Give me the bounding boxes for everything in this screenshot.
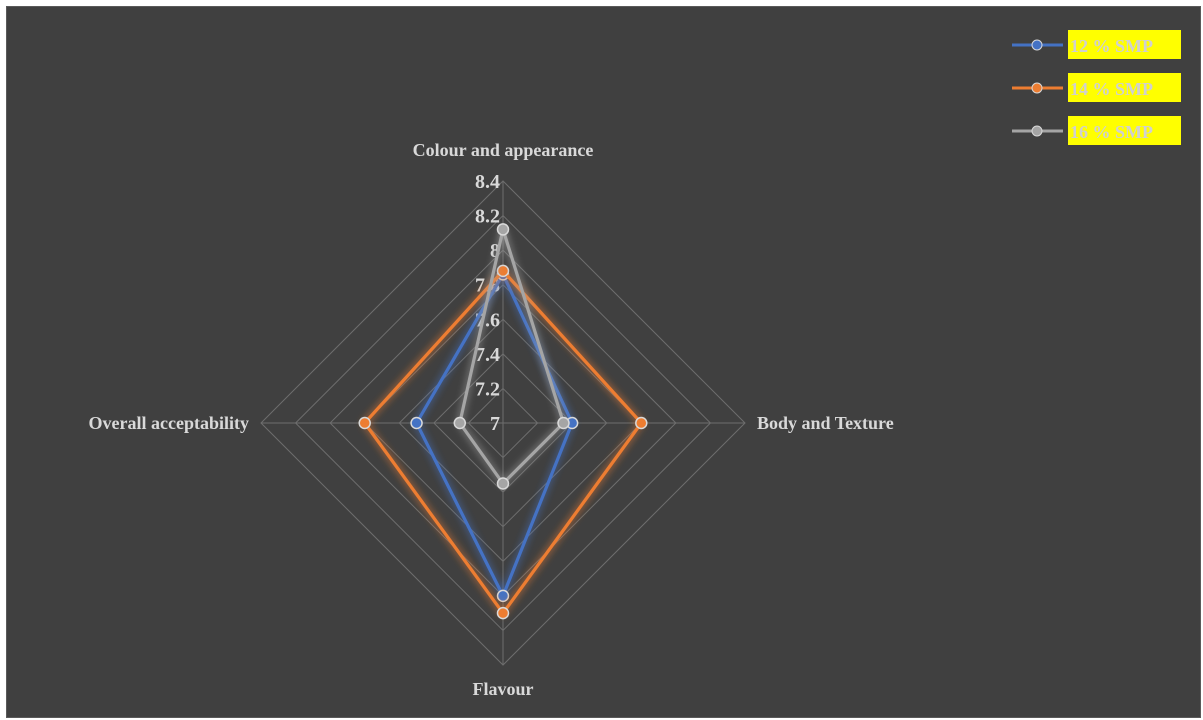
data-point [453,416,467,430]
legend-marker [1031,125,1043,137]
axis-label: Body and Texture [757,413,894,433]
axis-labels: Colour and appearance Body and Texture Fla… [89,140,894,699]
axis-label: Overall acceptability [89,413,249,433]
legend-marker [1031,39,1043,51]
tick-label: 8.2 [475,206,500,228]
legend-label: 16 % SMP [1070,122,1153,142]
data-point [496,606,510,620]
data-point [410,416,423,430]
axis-label: Flavour [473,679,534,699]
data-point [496,264,510,278]
legend-label: 14 % SMP [1070,79,1153,99]
legend-label: 12 % SMP [1070,36,1153,56]
data-point [358,416,371,430]
tick-label: 7.4 [475,344,500,366]
legend-item: 14 % SMP [1012,73,1181,102]
data-point [496,589,510,603]
tick-label: 8 [490,240,500,262]
radar-chart: 7 7.2 7.4 7.6 7.8 8 8.2 8.4 Colour and appearan… [6,6,1201,718]
legend-marker [1031,82,1043,94]
legend: 12 % SMP 14 % SMP 16 % SMP [1012,30,1181,145]
legend-highlight [1068,73,1181,102]
tick-label: 7 [490,413,500,435]
series-2 [358,264,648,620]
legend-highlight [1068,30,1181,59]
legend-highlight [1068,116,1181,145]
tick-label: 7.6 [475,309,500,331]
radar-chart-svg: 77.27.47.67.888.28.4 Colour and appearan… [89,30,1181,699]
data-point [557,416,570,430]
series-3 [453,223,570,490]
data-point [635,416,648,430]
series-line [458,227,566,486]
data-point [496,477,510,490]
tick-label: 7.2 [475,378,500,400]
series-layer [358,223,648,620]
legend-item: 16 % SMP [1012,116,1181,145]
data-point [496,223,510,236]
legend-item: 12 % SMP [1012,30,1181,59]
tick-label: 8.4 [475,171,500,193]
axis-label: Colour and appearance [413,140,594,160]
